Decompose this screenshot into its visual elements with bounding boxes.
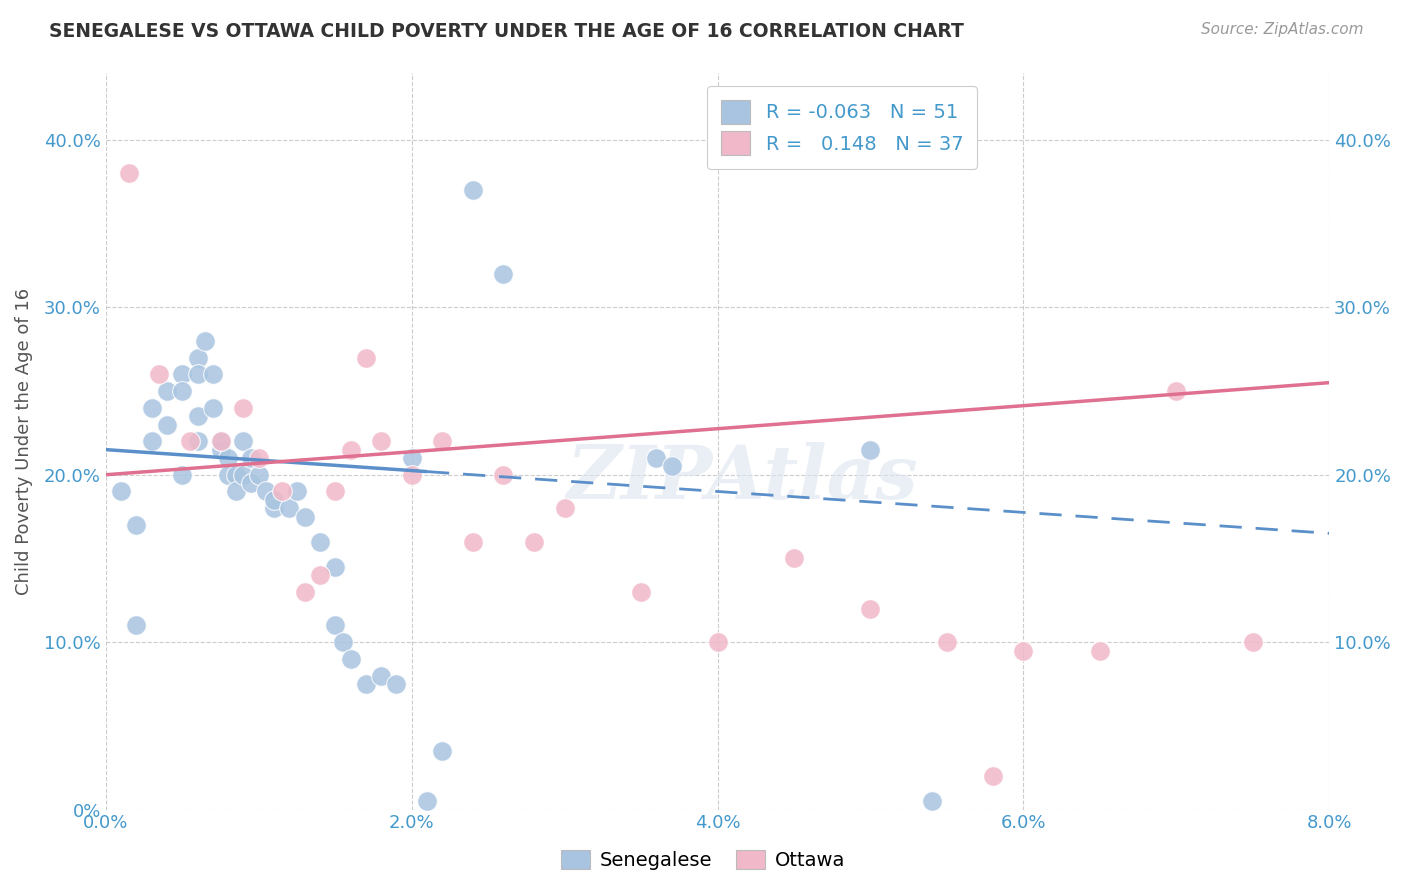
Point <box>492 267 515 281</box>
Point <box>172 368 194 382</box>
Point <box>232 434 254 449</box>
Point <box>232 401 254 415</box>
Point <box>416 794 439 808</box>
Point <box>981 769 1004 783</box>
Point <box>125 618 148 632</box>
Point <box>201 368 224 382</box>
Point <box>232 467 254 482</box>
Point <box>492 467 515 482</box>
Point <box>523 534 546 549</box>
Point <box>1241 635 1264 649</box>
Point <box>706 635 728 649</box>
Point <box>921 794 943 808</box>
Point <box>461 534 484 549</box>
Point <box>354 677 377 691</box>
Point <box>187 368 209 382</box>
Point <box>859 601 882 615</box>
Point <box>859 442 882 457</box>
Point <box>263 501 285 516</box>
Point <box>209 434 232 449</box>
Legend: R = -0.063   N = 51, R =   0.148   N = 37: R = -0.063 N = 51, R = 0.148 N = 37 <box>707 87 977 169</box>
Point <box>209 442 232 457</box>
Legend: Senegalese, Ottawa: Senegalese, Ottawa <box>553 842 853 878</box>
Point <box>309 568 332 582</box>
Point <box>401 450 423 465</box>
Point <box>141 434 163 449</box>
Point <box>187 434 209 449</box>
Point <box>209 434 232 449</box>
Point <box>1088 643 1111 657</box>
Point <box>172 384 194 398</box>
Point <box>194 334 217 348</box>
Point <box>309 534 332 549</box>
Point <box>1012 643 1035 657</box>
Text: Source: ZipAtlas.com: Source: ZipAtlas.com <box>1201 22 1364 37</box>
Y-axis label: Child Poverty Under the Age of 16: Child Poverty Under the Age of 16 <box>15 288 32 595</box>
Point <box>240 476 263 491</box>
Point <box>187 409 209 424</box>
Point <box>323 618 346 632</box>
Text: ZIPAtlas: ZIPAtlas <box>567 442 918 515</box>
Point <box>936 635 959 649</box>
Point <box>461 183 484 197</box>
Point <box>294 585 316 599</box>
Point <box>339 442 361 457</box>
Point <box>354 351 377 365</box>
Point <box>385 677 408 691</box>
Point <box>118 166 141 180</box>
Point <box>156 417 179 432</box>
Point <box>294 509 316 524</box>
Point <box>263 492 285 507</box>
Point <box>172 467 194 482</box>
Point <box>401 467 423 482</box>
Point <box>370 668 392 682</box>
Point <box>339 652 361 666</box>
Text: SENEGALESE VS OTTAWA CHILD POVERTY UNDER THE AGE OF 16 CORRELATION CHART: SENEGALESE VS OTTAWA CHILD POVERTY UNDER… <box>49 22 965 41</box>
Point <box>285 484 308 499</box>
Point <box>1166 384 1188 398</box>
Point <box>179 434 201 449</box>
Point <box>278 501 301 516</box>
Point <box>240 450 263 465</box>
Point <box>270 484 292 499</box>
Point <box>201 401 224 415</box>
Point <box>554 501 576 516</box>
Point <box>783 551 806 566</box>
Point <box>370 434 392 449</box>
Point <box>141 401 163 415</box>
Point <box>247 450 270 465</box>
Point <box>323 559 346 574</box>
Point <box>254 484 277 499</box>
Point <box>323 484 346 499</box>
Point <box>217 450 239 465</box>
Point <box>432 744 454 758</box>
Point <box>125 518 148 533</box>
Point <box>225 484 247 499</box>
Point <box>225 467 247 482</box>
Point <box>432 434 454 449</box>
Point <box>645 450 668 465</box>
Point <box>110 484 132 499</box>
Point <box>332 635 354 649</box>
Point <box>156 384 179 398</box>
Point <box>217 467 239 482</box>
Point <box>661 459 683 474</box>
Point <box>630 585 652 599</box>
Point <box>247 467 270 482</box>
Point <box>187 351 209 365</box>
Point <box>148 368 170 382</box>
